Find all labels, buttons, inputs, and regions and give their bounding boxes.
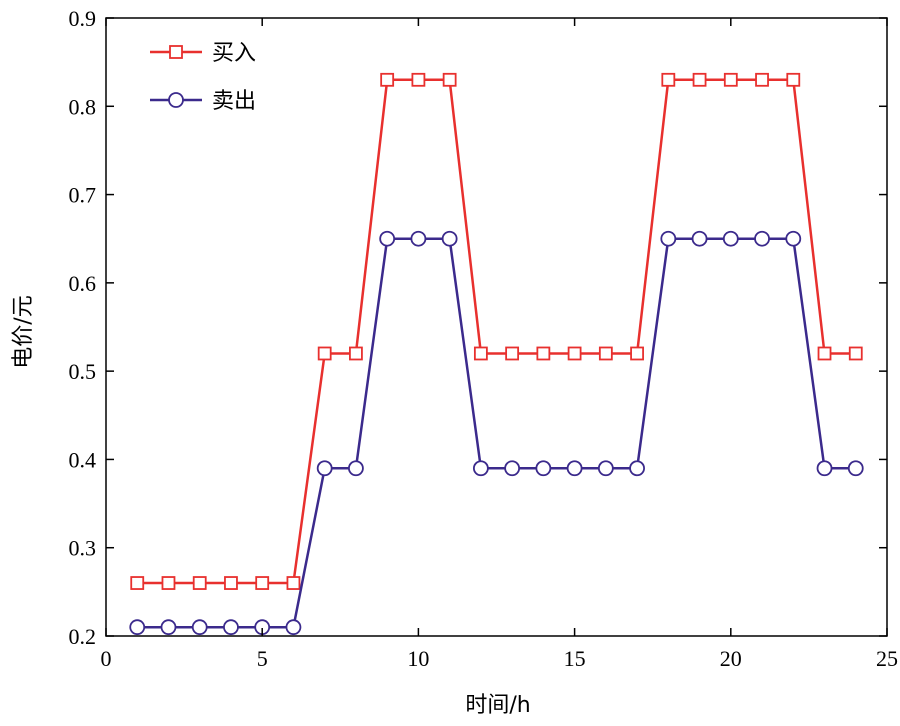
x-tick-label: 15 — [564, 646, 586, 671]
data-point — [129, 619, 146, 636]
legend-entry: 卖出 — [150, 89, 256, 114]
data-point — [598, 346, 613, 361]
data-point — [285, 619, 302, 636]
data-point — [316, 460, 333, 477]
y-tick-label: 0.3 — [69, 536, 97, 561]
data-point — [848, 346, 863, 361]
axes: 0 5 10 15 20 25 0.2 0.3 0.4 0.5 0.6 0.7 0.8 0.9 — [69, 6, 899, 671]
y-axis-label: 电价/元 — [11, 295, 36, 368]
series-line — [137, 78, 856, 585]
data-point — [224, 576, 238, 590]
data-point — [630, 346, 644, 361]
x-tick-label: 20 — [720, 646, 742, 671]
data-point — [191, 619, 208, 636]
data-point — [754, 230, 770, 247]
data-point — [505, 346, 520, 361]
data-point — [410, 230, 427, 247]
plot-area — [105, 17, 888, 637]
y-tick-label: 0.8 — [69, 94, 97, 119]
data-point — [660, 230, 677, 247]
data-point — [380, 72, 395, 87]
data-point — [567, 346, 582, 361]
data-point — [661, 72, 676, 87]
data-point — [817, 346, 832, 361]
x-tick-label: 5 — [257, 646, 268, 671]
data-point — [441, 230, 458, 247]
y-tick-label: 0.2 — [69, 624, 97, 649]
data-point — [692, 72, 707, 87]
x-tick-label: 25 — [876, 646, 898, 671]
data-point — [536, 346, 551, 361]
y-tick-label: 0.9 — [69, 6, 97, 31]
data-point — [192, 576, 207, 590]
data-point — [223, 619, 239, 636]
data-point — [629, 460, 645, 477]
data-point — [349, 346, 363, 361]
legend-marker — [169, 45, 183, 59]
data-point — [255, 576, 270, 590]
data-point — [566, 460, 583, 477]
data-point — [161, 576, 176, 590]
data-point — [442, 72, 457, 87]
data-point — [722, 230, 739, 247]
y-tick-label: 0.4 — [69, 447, 97, 472]
data-point — [755, 72, 769, 87]
plot-frame — [105, 17, 888, 637]
data-point — [847, 460, 864, 477]
data-point — [379, 230, 396, 247]
series-line — [137, 237, 856, 629]
series-buy — [130, 72, 863, 590]
legend-label: 卖出 — [212, 89, 256, 114]
legend-label: 买入 — [212, 41, 256, 66]
data-point — [160, 619, 177, 636]
data-point — [348, 460, 364, 477]
data-point — [130, 576, 145, 590]
data-point — [473, 346, 488, 361]
series-sell — [129, 230, 864, 636]
legend-entry: 买入 — [150, 41, 256, 66]
x-axis-label: 时间/h — [465, 693, 530, 718]
y-tick-label: 0.7 — [69, 183, 97, 208]
data-point — [597, 460, 614, 477]
legend-marker — [168, 92, 184, 108]
data-point — [286, 576, 301, 590]
data-point — [786, 72, 801, 87]
y-tick-label: 0.6 — [69, 271, 97, 296]
data-point — [691, 230, 708, 247]
data-point — [411, 72, 426, 87]
series-layer — [129, 72, 864, 636]
data-point — [535, 460, 552, 477]
y-tick-label: 0.5 — [69, 359, 97, 384]
x-tick-label: 10 — [407, 646, 429, 671]
data-point — [317, 346, 332, 361]
data-point — [816, 460, 833, 477]
data-point — [472, 460, 489, 477]
data-point — [504, 460, 521, 477]
x-tick-label: 0 — [101, 646, 112, 671]
data-point — [723, 72, 738, 87]
data-point — [785, 230, 802, 247]
